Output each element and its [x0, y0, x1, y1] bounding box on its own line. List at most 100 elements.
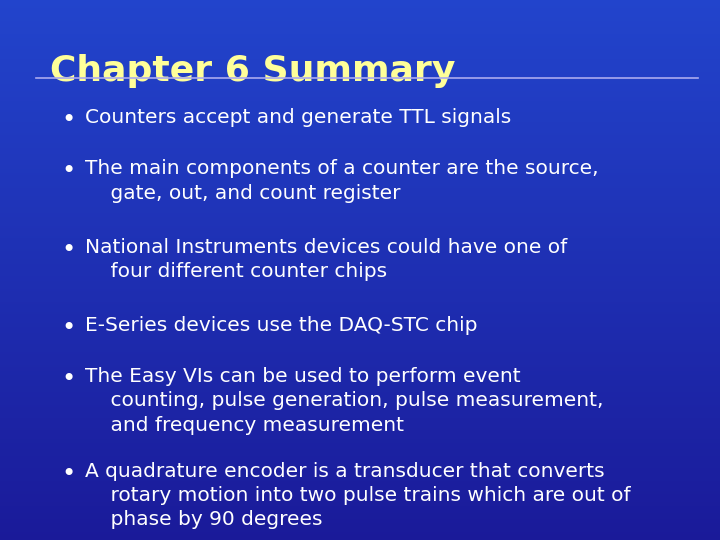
- Bar: [0, 348, 720, 350]
- Bar: [0, 177, 720, 179]
- Bar: [0, 454, 720, 456]
- Bar: [0, 105, 720, 107]
- Bar: [0, 382, 720, 384]
- Bar: [0, 325, 720, 327]
- Bar: [0, 194, 720, 196]
- Bar: [0, 46, 720, 49]
- Bar: [0, 21, 720, 23]
- Bar: [0, 171, 720, 173]
- Bar: [0, 498, 720, 500]
- Bar: [0, 137, 720, 139]
- Bar: [0, 312, 720, 314]
- Bar: [0, 200, 720, 202]
- Bar: [0, 38, 720, 40]
- Bar: [0, 158, 720, 160]
- Bar: [0, 437, 720, 438]
- Bar: [0, 502, 720, 504]
- Bar: [0, 289, 720, 291]
- Bar: [0, 36, 720, 38]
- Bar: [0, 70, 720, 72]
- Text: •: •: [61, 367, 76, 391]
- Bar: [0, 279, 720, 281]
- Bar: [0, 112, 720, 114]
- Bar: [0, 369, 720, 372]
- Bar: [0, 367, 720, 369]
- Bar: [0, 167, 720, 168]
- Bar: [0, 232, 720, 234]
- Bar: [0, 15, 720, 17]
- Bar: [0, 529, 720, 531]
- Bar: [0, 475, 720, 477]
- Bar: [0, 19, 720, 21]
- Bar: [0, 303, 720, 306]
- Text: The Easy VIs can be used to perform event
    counting, pulse generation, pulse : The Easy VIs can be used to perform even…: [85, 367, 603, 435]
- Text: Chapter 6 Summary: Chapter 6 Summary: [50, 54, 456, 88]
- Bar: [0, 331, 720, 333]
- Bar: [0, 266, 720, 268]
- Bar: [0, 447, 720, 449]
- Bar: [0, 213, 720, 215]
- Bar: [0, 135, 720, 137]
- Bar: [0, 528, 720, 529]
- Bar: [0, 272, 720, 274]
- Bar: [0, 333, 720, 335]
- Bar: [0, 12, 720, 15]
- Bar: [0, 405, 720, 407]
- Bar: [0, 352, 720, 354]
- Bar: [0, 32, 720, 33]
- Bar: [0, 356, 720, 359]
- Bar: [0, 190, 720, 192]
- Bar: [0, 346, 720, 348]
- Bar: [0, 458, 720, 460]
- Bar: [0, 491, 720, 494]
- Bar: [0, 76, 720, 78]
- Bar: [0, 416, 720, 417]
- Bar: [0, 234, 720, 237]
- Bar: [0, 538, 720, 540]
- Text: •: •: [61, 316, 76, 340]
- Bar: [0, 131, 720, 133]
- Bar: [0, 409, 720, 411]
- Bar: [0, 224, 720, 226]
- Bar: [0, 460, 720, 462]
- Bar: [0, 496, 720, 498]
- Bar: [0, 274, 720, 276]
- Bar: [0, 300, 720, 302]
- Bar: [0, 515, 720, 517]
- Bar: [0, 285, 720, 287]
- Bar: [0, 107, 720, 110]
- Bar: [0, 144, 720, 146]
- Text: The main components of a counter are the source,
    gate, out, and count regist: The main components of a counter are the…: [85, 159, 598, 202]
- Bar: [0, 17, 720, 19]
- Bar: [0, 483, 720, 485]
- Bar: [0, 230, 720, 232]
- Bar: [0, 245, 720, 247]
- Bar: [0, 242, 720, 245]
- Bar: [0, 68, 720, 70]
- Bar: [0, 481, 720, 483]
- Bar: [0, 152, 720, 154]
- Bar: [0, 141, 720, 144]
- Bar: [0, 298, 720, 300]
- Bar: [0, 316, 720, 319]
- Bar: [0, 335, 720, 338]
- Bar: [0, 435, 720, 437]
- Bar: [0, 188, 720, 190]
- Bar: [0, 489, 720, 491]
- Bar: [0, 126, 720, 129]
- Bar: [0, 321, 720, 323]
- Bar: [0, 407, 720, 409]
- Bar: [0, 282, 720, 285]
- Bar: [0, 53, 720, 55]
- Bar: [0, 310, 720, 312]
- Bar: [0, 456, 720, 458]
- Bar: [0, 82, 720, 84]
- Bar: [0, 295, 720, 298]
- Bar: [0, 91, 720, 93]
- Bar: [0, 215, 720, 217]
- Bar: [0, 258, 720, 259]
- Bar: [0, 485, 720, 487]
- Bar: [0, 443, 720, 445]
- Bar: [0, 479, 720, 481]
- Bar: [0, 401, 720, 403]
